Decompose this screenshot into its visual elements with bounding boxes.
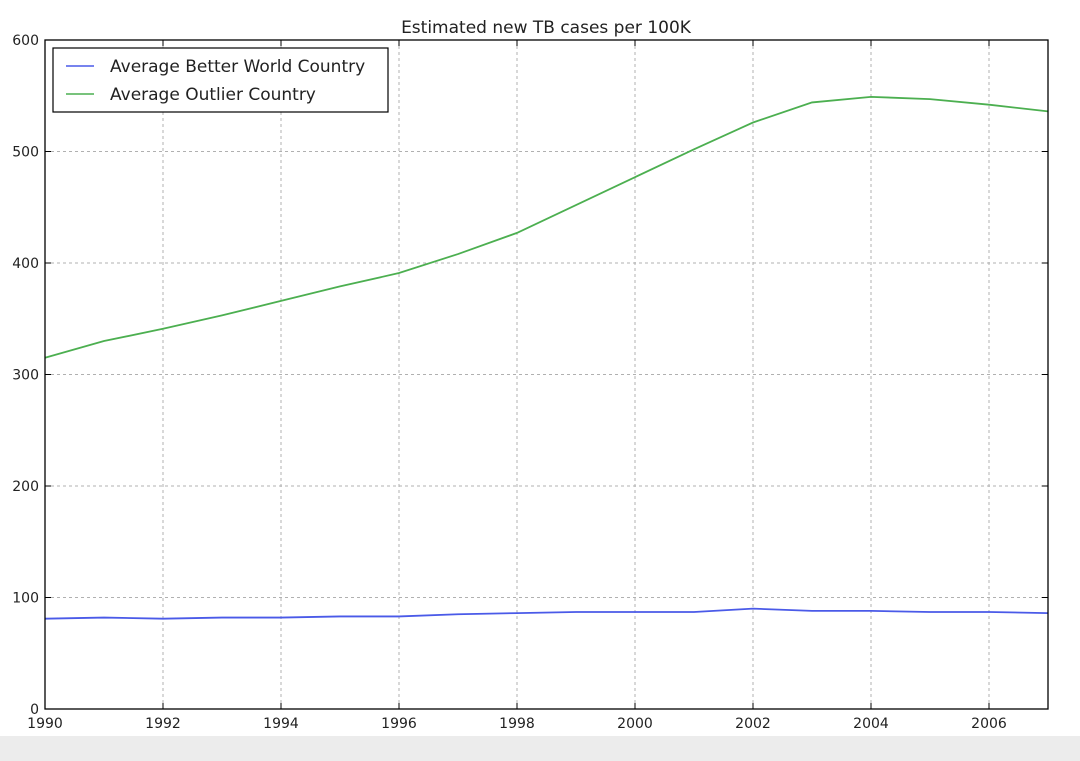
x-tick-label: 1994 — [263, 716, 299, 732]
series-line-1 — [44, 95, 1049, 359]
series-line-0 — [44, 607, 1049, 620]
grid — [45, 40, 1048, 709]
x-tick-label: 2006 — [971, 716, 1007, 732]
legend-label-better-world: Average Better World Country — [110, 57, 365, 77]
x-tick-label: 1998 — [499, 716, 535, 732]
x-tick-label: 2000 — [617, 716, 653, 732]
y-tick-label: 400 — [12, 256, 39, 272]
legend: Average Better World Country Average Out… — [52, 47, 389, 113]
legend-label-outlier: Average Outlier Country — [110, 85, 316, 105]
x-tick-label: 2002 — [735, 716, 771, 732]
y-tick-label: 0 — [30, 702, 39, 718]
x-tick-label: 2004 — [853, 716, 889, 732]
y-tick-label: 100 — [12, 591, 39, 607]
y-tick-label: 200 — [12, 479, 39, 495]
legend-box — [52, 47, 389, 113]
window-bottom-bar — [0, 736, 1080, 761]
y-tick-label: 500 — [12, 145, 39, 161]
y-tick-label: 300 — [12, 368, 39, 384]
x-tick-label: 1990 — [27, 716, 63, 732]
y-axis-ticks: 0 100 200 300 400 500 600 — [12, 33, 1048, 718]
series-lines — [44, 95, 1049, 620]
chart-title: Estimated new TB cases per 100K — [401, 18, 692, 38]
x-tick-label: 1996 — [381, 716, 417, 732]
x-axis-ticks: 1990 1992 1994 1996 1998 2000 2002 2004 2006 — [27, 40, 1007, 732]
x-tick-label: 1992 — [145, 716, 181, 732]
y-tick-label: 600 — [12, 33, 39, 49]
